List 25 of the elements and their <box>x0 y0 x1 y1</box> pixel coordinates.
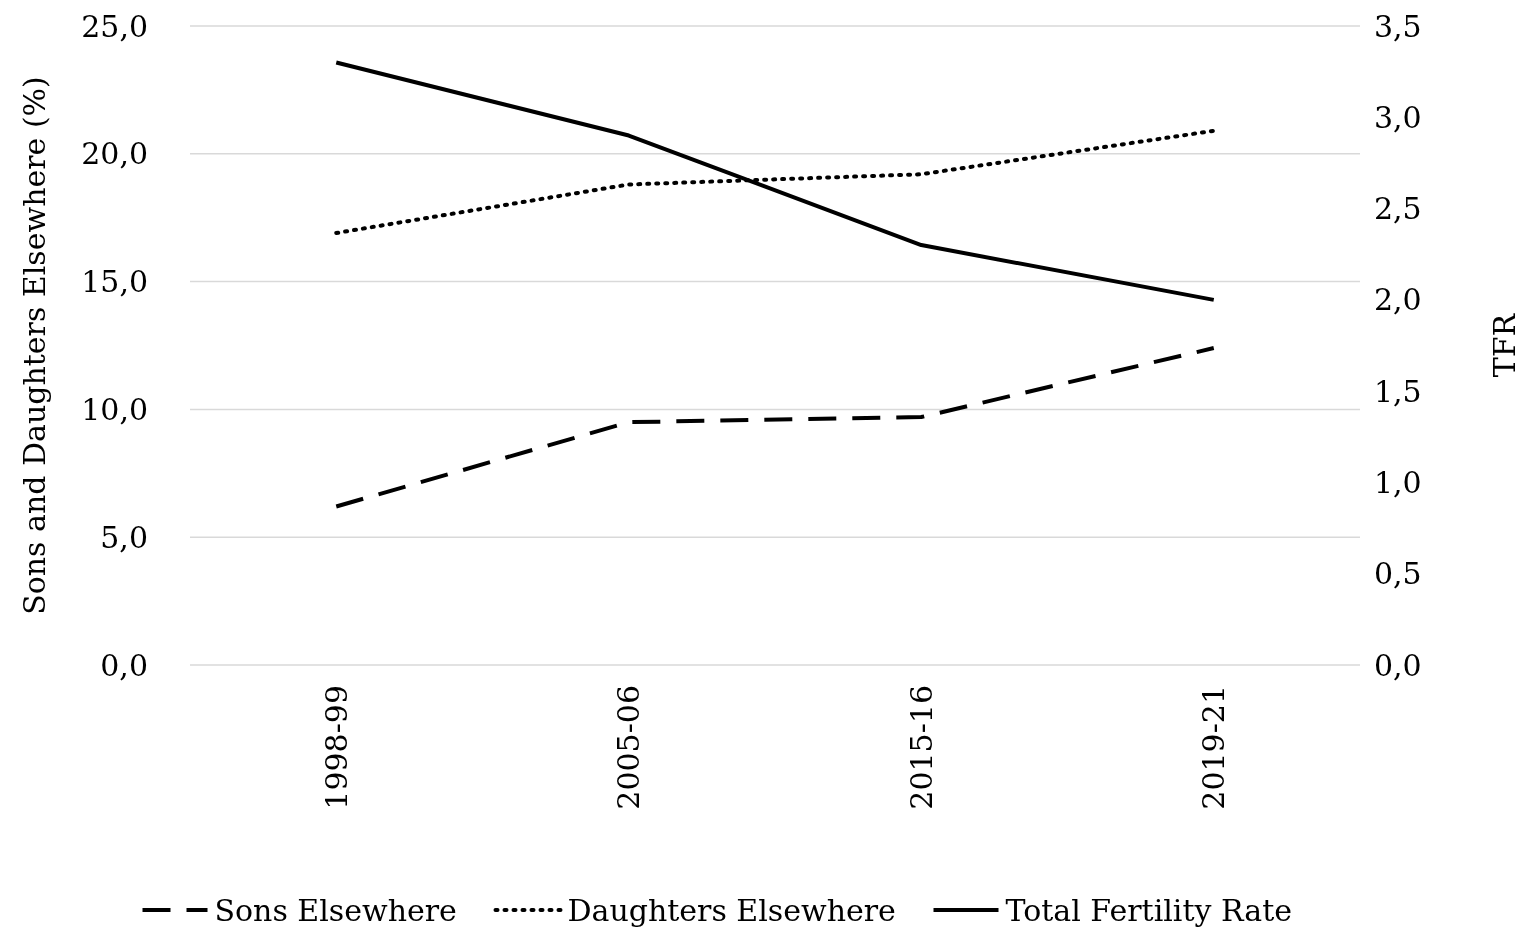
y2-tick-label: 0,0 <box>1374 647 1422 683</box>
y2-tick-label: 3,5 <box>1374 8 1422 44</box>
x-tick-label: 1998-99 <box>318 685 354 810</box>
y-tick-label: 15,0 <box>81 264 148 300</box>
y-tick-label: 10,0 <box>81 391 148 427</box>
y2-tick-label: 0,5 <box>1374 556 1422 592</box>
y2-tick-label: 1,5 <box>1374 373 1422 409</box>
y-tick-label: 5,0 <box>100 519 148 555</box>
legend-label: Daughters Elsewhere <box>567 892 896 928</box>
x-tick-label: 2005-06 <box>611 685 647 810</box>
y2-tick-label: 2,0 <box>1374 282 1422 318</box>
legend-label: Sons Elsewhere <box>214 892 457 928</box>
line-series <box>334 346 1216 509</box>
y2-tick-label: 2,5 <box>1374 191 1422 227</box>
y2-tick-label: 3,0 <box>1374 99 1422 135</box>
x-tick-label: 2019-21 <box>1196 685 1232 810</box>
y-tick-label: 0,0 <box>100 647 148 683</box>
legend-label: Total Fertility Rate <box>1005 892 1292 928</box>
y-tick-label: 25,0 <box>81 8 148 44</box>
y2-tick-label: 1,0 <box>1374 464 1422 500</box>
y2-axis-title: TFR <box>1487 312 1522 378</box>
y-axis-title: Sons and Daughters Elsewhere (%) <box>17 76 52 615</box>
line-series <box>334 60 1216 302</box>
x-tick-label: 2015-16 <box>903 685 939 810</box>
y-tick-label: 20,0 <box>81 136 148 172</box>
